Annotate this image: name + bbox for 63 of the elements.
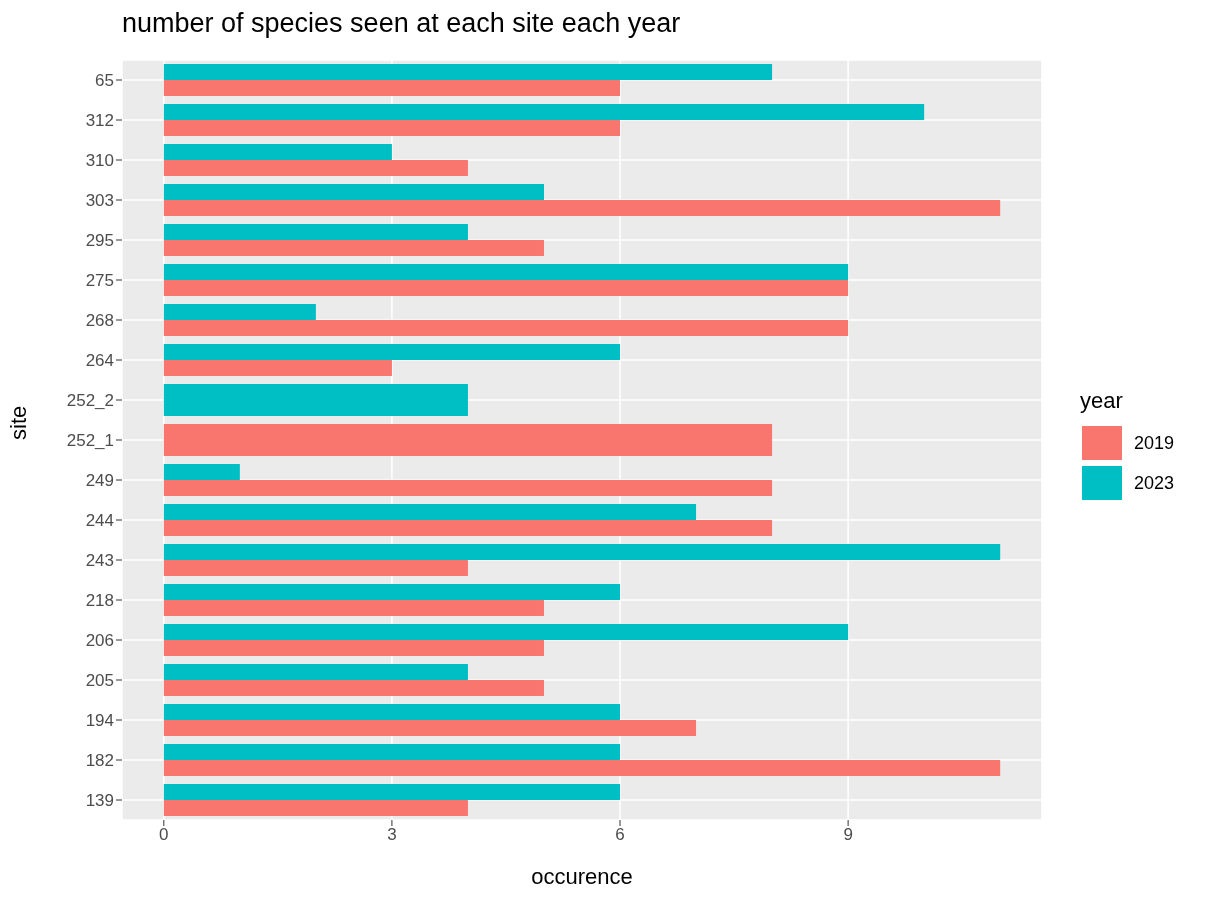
chart-title: number of species seen at each site each year [122,8,681,39]
bar [163,280,849,296]
y-tick-label: 194 [85,711,114,731]
bar [163,144,392,160]
bar [163,320,849,336]
legend-label: 2019 [1134,432,1175,454]
y-tick-label: 275 [85,271,114,291]
y-tick-label: 295 [85,231,114,251]
bar [163,344,621,360]
bar [163,504,697,520]
bar [163,680,544,696]
bar [163,800,468,816]
y-tick-label: 182 [85,751,114,771]
bar [163,120,621,136]
y-tick-label: 243 [85,551,114,571]
y-tick-label: 139 [85,791,114,811]
bar [163,80,621,96]
bar [163,104,925,120]
x-tick-label: 6 [615,825,625,845]
y-tick-label: 268 [85,311,114,331]
x-tick-label: 3 [387,825,397,845]
bar [163,160,468,176]
x-tick-label: 9 [843,825,853,845]
bar [163,304,316,320]
bar [163,240,544,256]
y-tick-label: 252_1 [66,431,114,451]
legend-title: year [1080,388,1124,414]
y-tick-label: 205 [85,671,114,691]
y-tick-label: 65 [95,71,114,91]
y-tick-label: 206 [85,631,114,651]
y-tick-label: 252_2 [66,391,114,411]
y-tick-label: 310 [85,151,114,171]
bar [163,224,468,240]
y-tick-label: 303 [85,191,114,211]
y-tick-label: 244 [85,511,114,531]
bar [163,704,621,720]
bar [163,560,468,576]
bar [163,584,621,600]
bar [163,264,849,280]
y-axis-title: site [5,405,31,440]
legend-label: 2023 [1134,472,1175,494]
bar [163,760,1001,776]
bar [163,744,621,760]
bar [163,600,544,616]
y-tick-label: 249 [85,471,114,491]
bar [163,520,773,536]
y-tick-label: 312 [85,111,114,131]
bar [163,640,544,656]
bar [163,784,621,800]
bar [163,624,849,640]
bar [163,720,697,736]
y-tick-label: 264 [85,351,114,371]
bar [163,360,392,376]
bar [163,464,240,480]
bar [163,184,544,200]
bar [163,544,1001,560]
x-tick-label: 0 [159,825,169,845]
bar [163,64,773,80]
y-tick-label: 218 [85,591,114,611]
x-axis-title: occurence [531,864,633,889]
bar [163,664,468,680]
bar [163,200,1001,216]
bar [163,480,773,496]
